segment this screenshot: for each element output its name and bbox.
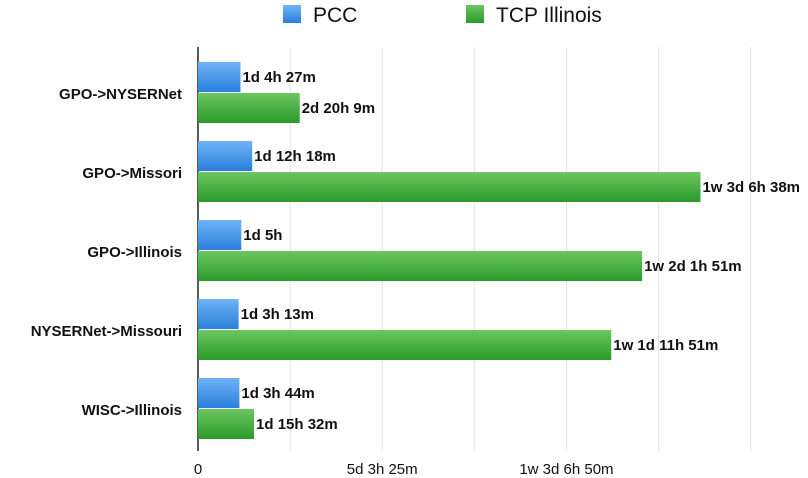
bar-tcp-illinois-0 (198, 93, 300, 123)
value-label-tcp-illinois-4: 1d 15h 32m (256, 416, 338, 433)
bar-pcc-4 (198, 378, 240, 408)
legend-label-tcp-illinois: TCP Illinois (496, 4, 602, 27)
category-label-1: GPO->Missori (82, 165, 182, 182)
bar-pcc-3 (198, 299, 239, 329)
value-label-tcp-illinois-2: 1w 2d 1h 51m (644, 258, 742, 275)
value-label-pcc-2: 1d 5h (243, 227, 282, 244)
chart-labels: 1d 4h 27m 2d 20h 9m GPO->NYSERNet 1d 12h 18… (31, 69, 800, 478)
legend-label-pcc: PCC (313, 4, 357, 27)
x-tick-label-2: 1w 3d 6h 50m (519, 461, 613, 478)
x-tick-label-0: 0 (194, 461, 202, 478)
bar-pcc-1 (198, 141, 253, 171)
chart-legend: PCC TCP Illinois (283, 4, 602, 27)
value-label-pcc-0: 1d 4h 27m (242, 69, 315, 86)
bar-tcp-illinois-4 (198, 409, 255, 439)
value-label-tcp-illinois-1: 1w 3d 6h 38m (702, 179, 800, 196)
legend-swatch-tcp-illinois (466, 5, 484, 23)
category-label-2: GPO->Illinois (87, 244, 182, 261)
legend-swatch-pcc (283, 5, 301, 23)
bar-pcc-0 (198, 62, 241, 92)
category-label-4: WISC->Illinois (82, 402, 182, 419)
value-label-pcc-3: 1d 3h 13m (241, 306, 314, 323)
category-label-3: NYSERNet->Missouri (31, 323, 182, 340)
bar-tcp-illinois-2 (198, 251, 643, 281)
bar-tcp-illinois-3 (198, 330, 612, 360)
value-label-tcp-illinois-0: 2d 20h 9m (302, 100, 375, 117)
bar-tcp-illinois-1 (198, 172, 701, 202)
bar-pcc-2 (198, 220, 242, 250)
category-label-0: GPO->NYSERNet (59, 86, 182, 103)
x-tick-label-1: 5d 3h 25m (347, 461, 418, 478)
value-label-tcp-illinois-3: 1w 1d 11h 51m (613, 337, 718, 354)
value-label-pcc-1: 1d 12h 18m (254, 148, 336, 165)
value-label-pcc-4: 1d 3h 44m (241, 385, 314, 402)
chart-bars (198, 62, 701, 439)
